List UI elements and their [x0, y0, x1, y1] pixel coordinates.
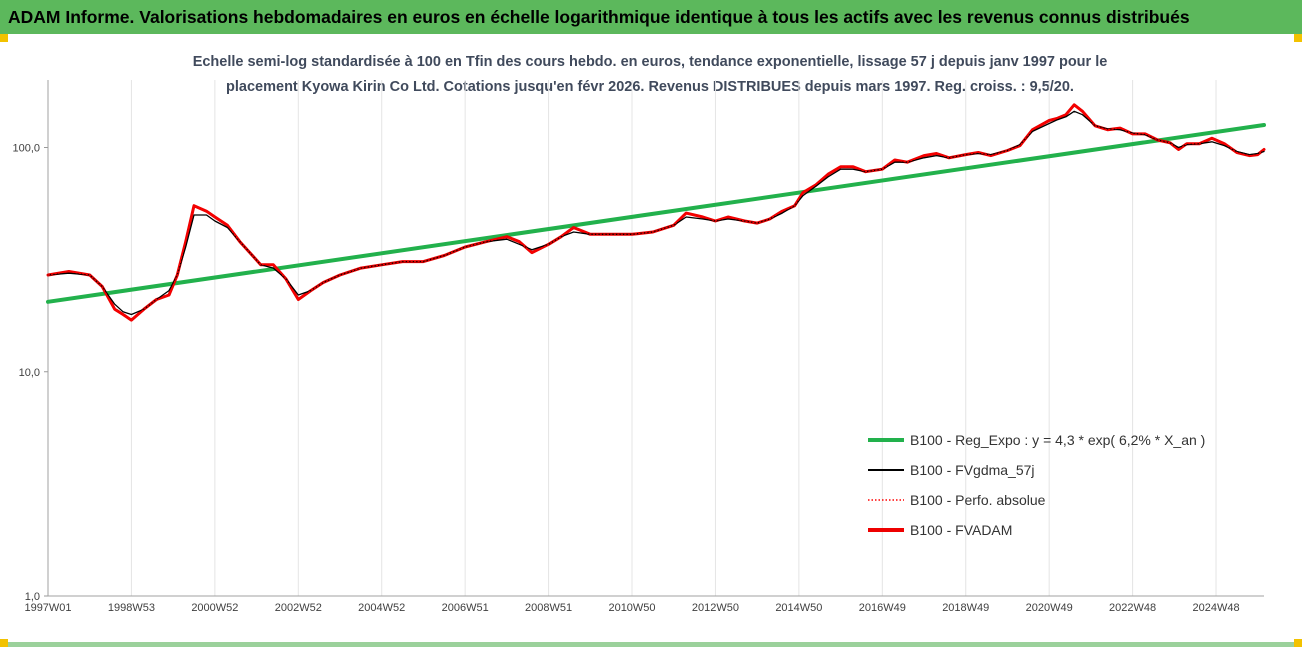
- x-tick-label: 2016W49: [859, 602, 906, 614]
- x-tick-label: 2020W49: [1026, 602, 1073, 614]
- x-tick-label: 2002W52: [275, 602, 322, 614]
- legend-label: B100 - Perfo. absolue: [910, 492, 1046, 508]
- legend-label: B100 - Reg_Expo : y = 4,3 * exp( 6,2% * …: [910, 432, 1205, 448]
- x-tick-label: 2008W51: [525, 602, 572, 614]
- x-tick-label: 2024W48: [1192, 602, 1239, 614]
- x-tick-label: 2022W48: [1109, 602, 1156, 614]
- line-chart: 1997W01 1998W53 2000W52 2002W52 2004W52 2006W…: [12, 80, 1266, 614]
- x-tick-label: 1998W53: [108, 602, 155, 614]
- legend-label: B100 - FVgdma_57j: [910, 462, 1035, 478]
- chart-area: Echelle semi-log standardisée à 100 en T…: [0, 34, 1302, 642]
- x-tick-label: 1997W01: [24, 602, 71, 614]
- y-tick-label: 1,0: [25, 591, 40, 603]
- corner-marker: [0, 639, 8, 647]
- y-tick-label: 100,0: [12, 143, 40, 155]
- trend-line-reg-expo: [46, 123, 1266, 304]
- bottom-border: [8, 642, 1294, 647]
- legend-label: B100 - FVADAM: [910, 522, 1012, 538]
- corner-marker: [0, 34, 8, 42]
- x-tick-label: 2004W52: [358, 602, 405, 614]
- corner-marker: [1294, 34, 1302, 42]
- x-tick-label: 2018W49: [942, 602, 989, 614]
- series-line-perfo: [47, 104, 1265, 321]
- x-tick-label: 2000W52: [191, 602, 238, 614]
- x-tick-label: 2006W51: [442, 602, 489, 614]
- report-banner-title: ADAM Informe. Valorisations hebdomadaire…: [0, 0, 1302, 34]
- x-tick-label: 2014W50: [775, 602, 822, 614]
- x-tick-label: 2010W50: [608, 602, 655, 614]
- chart-subtitle-line2: placement Kyowa Kirin Co Ltd. Cotations …: [226, 79, 1074, 95]
- chart-subtitle-line1: Echelle semi-log standardisée à 100 en T…: [192, 54, 1108, 70]
- y-tick-label: 10,0: [19, 367, 40, 379]
- corner-marker: [1294, 639, 1302, 647]
- x-tick-label: 2012W50: [692, 602, 739, 614]
